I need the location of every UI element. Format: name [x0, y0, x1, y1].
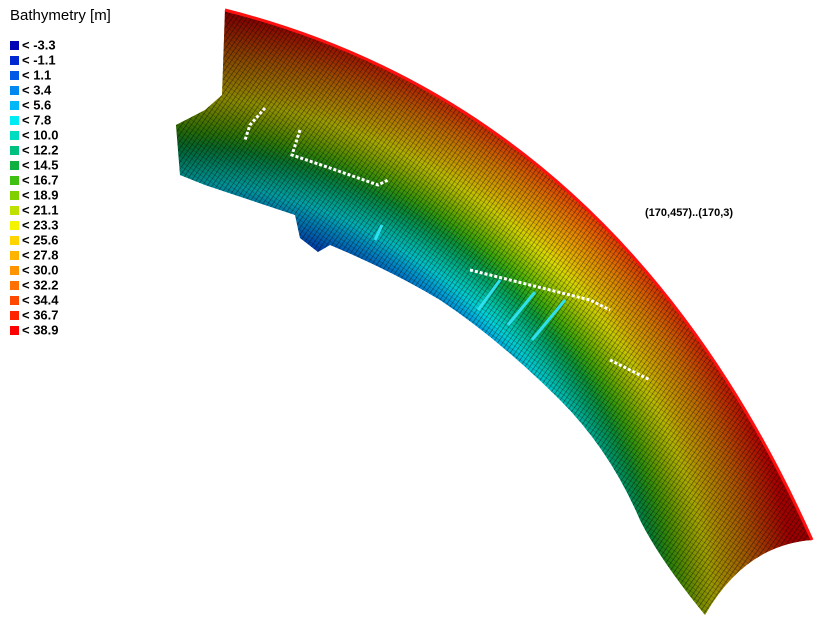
- legend-label: < 18.9: [22, 187, 59, 202]
- legend: < -3.3< -1.1< 1.1< 3.4< 5.6< 7.8< 10.0< …: [10, 37, 59, 337]
- legend-label: < 25.6: [22, 232, 59, 247]
- legend-label: < 23.3: [22, 217, 59, 232]
- legend-swatch: [10, 266, 19, 275]
- legend-label: < 5.6: [22, 97, 51, 112]
- legend-label: < 12.2: [22, 142, 59, 157]
- legend-label: < 3.4: [22, 82, 52, 97]
- legend-label: < 32.2: [22, 277, 59, 292]
- legend-swatch: [10, 311, 19, 320]
- legend-label: < 10.0: [22, 127, 59, 142]
- legend-swatch: [10, 161, 19, 170]
- legend-swatch: [10, 176, 19, 185]
- legend-swatch: [10, 206, 19, 215]
- legend-swatch: [10, 221, 19, 230]
- legend-swatch: [10, 236, 19, 245]
- legend-label: < -1.1: [22, 52, 56, 67]
- legend-swatch: [10, 131, 19, 140]
- legend-label: < 30.0: [22, 262, 59, 277]
- legend-swatch: [10, 296, 19, 305]
- legend-label: < -3.3: [22, 37, 56, 52]
- legend-label: < 1.1: [22, 67, 51, 82]
- legend-swatch: [10, 116, 19, 125]
- legend-swatch: [10, 41, 19, 50]
- legend-swatch: [10, 101, 19, 110]
- legend-label: < 14.5: [22, 157, 59, 172]
- legend-swatch: [10, 191, 19, 200]
- legend-label: < 36.7: [22, 307, 59, 322]
- legend-swatch: [10, 326, 19, 335]
- legend-swatch: [10, 86, 19, 95]
- legend-label: < 34.4: [22, 292, 59, 307]
- legend-label: < 38.9: [22, 322, 59, 337]
- legend-swatch: [10, 71, 19, 80]
- legend-title: Bathymetry [m]: [10, 7, 111, 24]
- grid-annotation: (170,457)..(170,3): [645, 207, 733, 219]
- legend-label: < 21.1: [22, 202, 59, 217]
- legend-label: < 27.8: [22, 247, 59, 262]
- legend-label: < 7.8: [22, 112, 51, 127]
- map-view: (170,457)..(170,3) Bathymetry [m] < -3.3…: [0, 0, 814, 617]
- legend-swatch: [10, 251, 19, 260]
- legend-swatch: [10, 146, 19, 155]
- legend-swatch: [10, 281, 19, 290]
- legend-swatch: [10, 56, 19, 65]
- bathymetry-mesh: [176, 10, 812, 615]
- legend-label: < 16.7: [22, 172, 59, 187]
